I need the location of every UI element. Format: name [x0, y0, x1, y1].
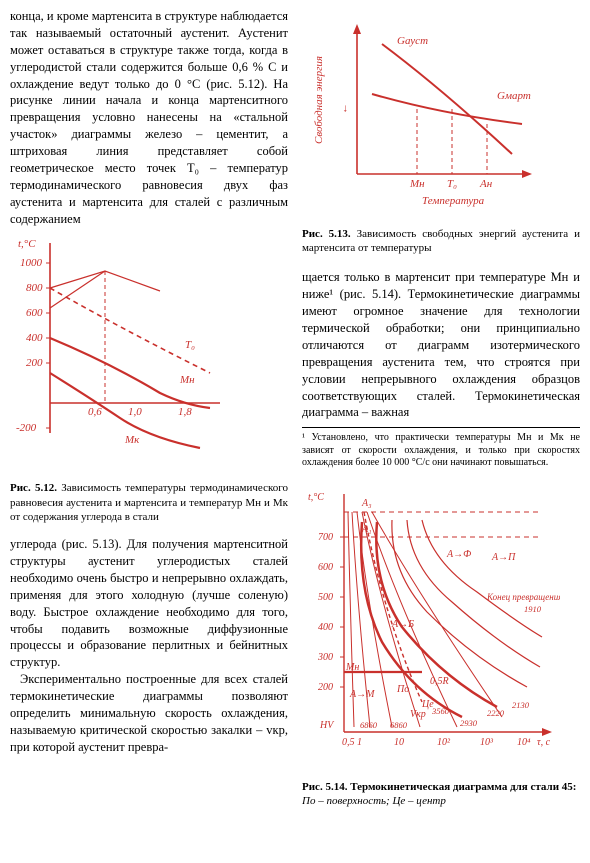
figure-5-14: t,°C A₃ A₁ 700 600 500 400 300 200 A→Ф A…	[302, 482, 580, 772]
figure-5-13: Свободная энергия ← Gауст Gмарт Mн T₀ Aн…	[302, 14, 580, 219]
svg-text:2220: 2220	[487, 708, 505, 718]
svg-text:6860: 6860	[390, 720, 408, 730]
svg-text:По: По	[396, 684, 409, 695]
svg-text:1,0: 1,0	[128, 406, 142, 418]
svg-text:200: 200	[318, 682, 333, 693]
svg-text:T₀: T₀	[185, 339, 195, 351]
svg-text:400: 400	[318, 622, 333, 633]
svg-text:0,6: 0,6	[88, 406, 102, 418]
para-right-1: щается только в мартенсит при температур…	[302, 269, 580, 421]
svg-text:Gмарт: Gмарт	[497, 90, 531, 102]
svg-text:A→Б: A→Б	[391, 619, 414, 630]
svg-text:2130: 2130	[512, 700, 530, 710]
caption-5-13: Рис. 5.13. Зависимость свободных энергий…	[302, 227, 580, 256]
svg-text:HV: HV	[319, 720, 335, 731]
svg-text:Свободная энергия: Свободная энергия	[313, 56, 325, 144]
svg-text:800: 800	[26, 282, 43, 294]
svg-text:Конец превращения: Конец превращения	[486, 592, 560, 602]
svg-text:500: 500	[318, 592, 333, 603]
svg-text:A₁: A₁	[361, 524, 372, 535]
svg-text:10²: 10²	[437, 737, 451, 748]
svg-text:-200: -200	[16, 422, 37, 434]
svg-text:t,°C: t,°C	[308, 492, 324, 503]
svg-text:1000: 1000	[20, 257, 43, 269]
caption-5-14: Рис. 5.14. Термокинетическая диаграмма д…	[302, 780, 580, 809]
svg-text:200: 200	[26, 357, 43, 369]
svg-text:10: 10	[394, 737, 404, 748]
svg-text:Mк: Mк	[124, 434, 140, 446]
svg-text:A→Ф: A→Ф	[446, 549, 471, 560]
svg-text:700: 700	[318, 532, 333, 543]
svg-text:0,5R: 0,5R	[430, 676, 449, 687]
svg-text:2930: 2930	[460, 718, 478, 728]
svg-text:Mн: Mн	[409, 178, 425, 190]
svg-text:Aн: Aн	[479, 178, 493, 190]
svg-text:A→М: A→М	[349, 689, 375, 700]
svg-text:Температура: Температура	[422, 195, 485, 207]
svg-text:A→П: A→П	[491, 552, 516, 563]
svg-text:Gауст: Gауст	[397, 35, 428, 47]
svg-text:Mн: Mн	[345, 662, 359, 673]
svg-text:A₃: A₃	[361, 498, 372, 509]
para-left-3: Экспериментально построенные для всех ст…	[10, 671, 288, 755]
figure-5-12: t,°C 1000 800 600 400 200 -200 0,6 1,0 1…	[10, 233, 288, 473]
svg-text:300: 300	[317, 652, 333, 663]
footnote-1: ¹ Установлено, что практически температу…	[302, 427, 580, 470]
svg-text:600: 600	[26, 307, 43, 319]
svg-text:10³: 10³	[480, 737, 494, 748]
svg-text:0,5 1: 0,5 1	[342, 737, 362, 748]
para-left-2: углерода (рис. 5.13). Для получения март…	[10, 536, 288, 671]
svg-text:6860: 6860	[360, 720, 378, 730]
para-left-1: конца, и кроме мартенсита в структуре на…	[10, 8, 288, 227]
svg-text:1910: 1910	[524, 604, 542, 614]
caption-5-12: Рис. 5.12. Зависимость температуры термо…	[10, 481, 288, 524]
svg-text:600: 600	[318, 562, 333, 573]
svg-text:T₀: T₀	[447, 178, 457, 190]
svg-text:10⁴: 10⁴	[517, 737, 531, 748]
svg-text:1,8: 1,8	[178, 406, 192, 418]
svg-text:3560: 3560	[431, 706, 450, 716]
svg-text:←: ←	[338, 103, 350, 114]
svg-text:400: 400	[26, 332, 43, 344]
svg-text:τ, с: τ, с	[537, 737, 551, 748]
svg-text:t,°C: t,°C	[18, 238, 36, 250]
svg-text:Vкр: Vкр	[410, 709, 426, 720]
svg-text:Mн: Mн	[179, 374, 195, 386]
